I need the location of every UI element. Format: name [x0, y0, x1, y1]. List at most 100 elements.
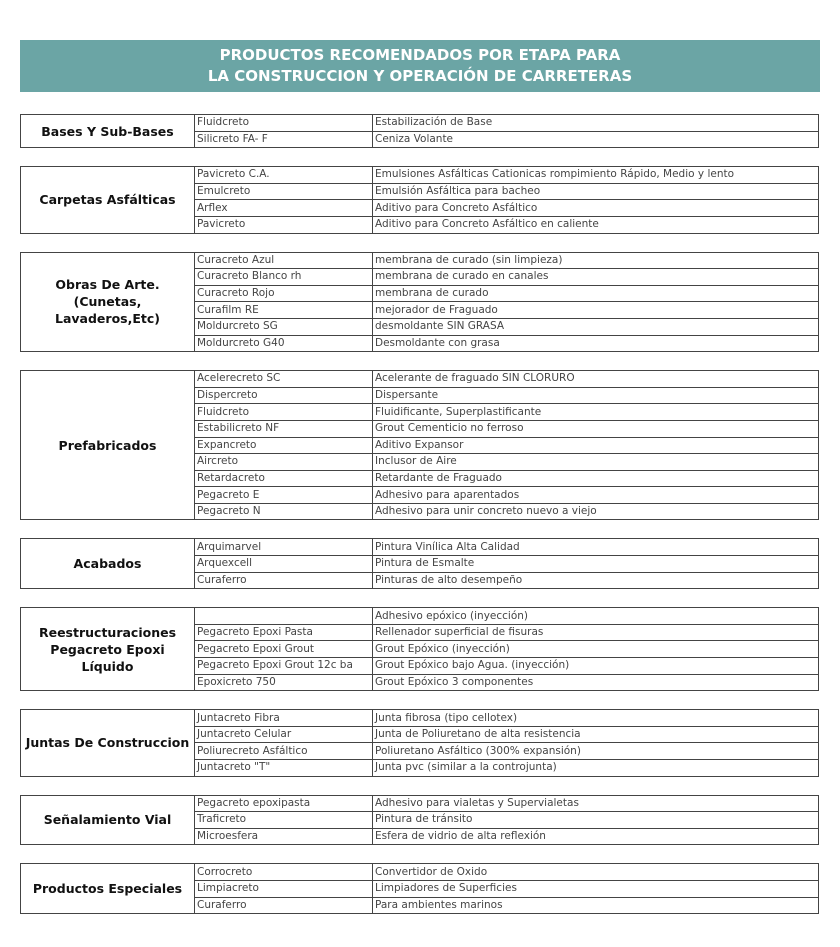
description: Dispersante	[372, 386, 819, 405]
description: Junta fibrosa (tipo cellotex)	[372, 709, 819, 727]
product: Limpiacreto	[194, 879, 373, 898]
title-line: PRODUCTOS RECOMENDADOS POR ETAPA PARA	[219, 46, 621, 64]
description: Ceniza Volante	[372, 130, 819, 149]
product: Pegacreto epoxipasta	[194, 794, 373, 813]
description: Acelerante de fraguado SIN CLORURO	[372, 370, 819, 388]
row: Poliurecreto Asfáltico Poliuretano Asfált…	[21, 742, 819, 760]
description: Inclusor de Aire	[372, 453, 819, 471]
description: Grout Epóxico (inyección)	[372, 640, 819, 659]
product: Retardacreto	[194, 469, 373, 488]
product: Pegacreto Epoxi Grout 12c ba	[194, 657, 373, 675]
product: Dispercreto	[194, 386, 373, 405]
description: Convertidor de Oxido	[372, 863, 819, 881]
product: Estabilicreto NF	[194, 419, 373, 438]
description: Estabilización de Base	[372, 114, 819, 132]
category: Productos Especiales	[20, 863, 195, 915]
row: Curafilm RE mejorador de Fraguado	[21, 301, 819, 319]
row: Carpetas Asfálticas Pavicreto C.A. Emulsio…	[20, 166, 819, 234]
row: Fluidcreto Fluidificante, Superplastifica…	[21, 403, 819, 421]
product: Pegacreto Epoxi Grout	[194, 640, 373, 659]
category-line: Acabados	[73, 556, 142, 572]
description: mejorador de Fraguado	[372, 301, 819, 319]
description: Aditivo Expansor	[372, 436, 819, 455]
row: Reestructuraciones Pegacreto Epoxi Líquid…	[20, 607, 819, 692]
product: Pegacreto Epoxi Pasta	[194, 623, 373, 642]
section-table: Carpetas Asfálticas Pavicreto C.A. Emulsio…	[20, 166, 819, 234]
product: Arquexcell	[194, 555, 373, 573]
section-table: Obras De Arte. (Cunetas, Lavaderos,Etc) Cu…	[20, 251, 819, 353]
product: Fluidcreto	[194, 114, 373, 132]
section-table: Reestructuraciones Pegacreto Epoxi Líquid…	[20, 607, 819, 692]
product: Epoxicreto 750	[194, 673, 373, 692]
row: Curaferro Pinturas de alto desempeño	[21, 571, 819, 590]
section-table: Prefabricados Acelerecreto SC Acelerante d…	[20, 370, 819, 521]
row: Curaferro Para ambientes marinos	[21, 896, 819, 915]
section-table: Juntas De Construccion Juntacreto Fibra Ju…	[20, 709, 819, 777]
row: Moldurcreto SG desmoldante SIN GRASA	[21, 317, 819, 336]
product: Poliurecreto Asfáltico	[194, 742, 373, 760]
description: Retardante de Fraguado	[372, 469, 819, 488]
description: Pintura Vinílica Alta Calidad	[372, 538, 819, 557]
product: Curafilm RE	[194, 301, 373, 319]
product: Expancreto	[194, 436, 373, 455]
product: Fluidcreto	[194, 403, 373, 421]
product: Curacreto Blanco rh	[194, 268, 373, 286]
description: Junta de Poliuretano de alta resistencia	[372, 725, 819, 744]
category: Señalamiento Vial	[20, 794, 195, 846]
description: membrana de curado (sin limpieza)	[372, 251, 819, 270]
category: Juntas De Construccion	[20, 709, 195, 777]
category-line: Pegacreto Epoxi Líquido	[50, 641, 165, 674]
category: Obras De Arte. (Cunetas, Lavaderos,Etc)	[20, 251, 195, 353]
row: Acabados Arquimarvel Pintura Vinílica Alta…	[20, 538, 819, 590]
row: Curacreto Blanco rh membrana de curado en…	[21, 268, 819, 286]
description: Poliuretano Asfáltico (300% expansión)	[372, 742, 819, 760]
category-line: (Cunetas, Lavaderos,Etc)	[55, 294, 160, 327]
product: Moldurcreto SG	[194, 317, 373, 336]
row: Productos Especiales Corrocreto Convertido…	[20, 863, 819, 915]
product: Pegacreto N	[194, 502, 373, 521]
row: Epoxicreto 750 Grout Epóxico 3 componente…	[21, 673, 819, 692]
product: Juntacreto Celular	[194, 725, 373, 744]
row: Arquexcell Pintura de Esmalte	[21, 555, 819, 573]
category-line: Reestructuraciones	[38, 624, 177, 640]
product: Silicreto FA- F	[194, 130, 373, 149]
product: Arquimarvel	[194, 538, 373, 557]
row: Moldurcreto G40 Desmoldante con grasa	[21, 334, 819, 353]
description: Aditivo para Concreto Asfáltico en calie…	[372, 215, 819, 234]
row: Obras De Arte. (Cunetas, Lavaderos,Etc) Cu…	[20, 251, 819, 353]
description: Rellenador superficial de fisuras	[372, 623, 819, 642]
description: Pinturas de alto desempeño	[372, 571, 819, 590]
row: Microesfera Esfera de vidrio de alta refl…	[21, 827, 819, 846]
row: Pavicreto Aditivo para Concreto Asfáltico…	[21, 215, 819, 234]
product: Corrocreto	[194, 863, 373, 881]
category: Carpetas Asfálticas	[20, 166, 195, 234]
description: Emulsión Asfáltica para bacheo	[372, 182, 819, 201]
row: Silicreto FA- F Ceniza Volante	[21, 130, 819, 149]
description: Grout Epóxico bajo Agua. (inyección)	[372, 657, 819, 675]
product	[194, 607, 373, 625]
row: Juntacreto "T" Junta pvc (similar a la co…	[21, 759, 819, 777]
category: Prefabricados	[20, 370, 195, 521]
category-line: Carpetas Asfálticas	[39, 192, 176, 208]
product: Curaferro	[194, 896, 373, 915]
description: Aditivo para Concreto Asfáltico	[372, 199, 819, 217]
description: Para ambientes marinos	[372, 896, 819, 915]
description: desmoldante SIN GRASA	[372, 317, 819, 336]
category-line: Bases Y Sub-Bases	[41, 123, 174, 139]
product: Pavicreto	[194, 215, 373, 234]
section-table: Bases Y Sub-Bases Fluidcreto Estabilizació…	[20, 113, 819, 149]
description: Emulsiones Asfálticas Cationicas rompimi…	[372, 166, 819, 184]
description: Fluidificante, Superplastificante	[372, 403, 819, 421]
description: Adhesivo para aparentados	[372, 486, 819, 504]
description: Grout Cementicio no ferroso	[372, 419, 819, 438]
description: membrana de curado	[372, 284, 819, 303]
description: Pintura de tránsito	[372, 811, 819, 829]
row: Pegacreto Epoxi Grout 12c ba Grout Epóxic…	[21, 657, 819, 675]
row: Bases Y Sub-Bases Fluidcreto Estabilizació…	[20, 113, 819, 149]
description: Desmoldante con grasa	[372, 334, 819, 353]
category-line: Productos Especiales	[32, 881, 183, 897]
row: Pegacreto Epoxi Pasta Rellenador superfic…	[21, 623, 819, 642]
row: Arflex Aditivo para Concreto Asfáltico	[21, 199, 819, 217]
product: Pegacreto E	[194, 486, 373, 504]
